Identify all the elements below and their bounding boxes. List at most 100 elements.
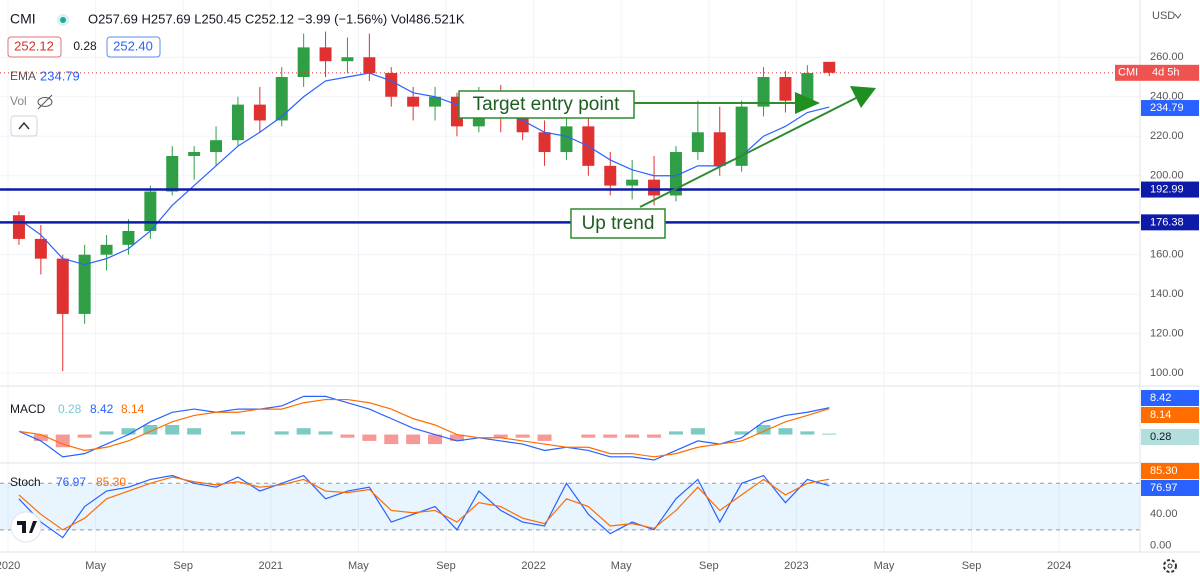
macd-axis-label: 8.42 [1150, 392, 1171, 404]
histogram-bar [230, 431, 245, 435]
histogram-bar [734, 431, 749, 435]
stoch-band [0, 483, 1140, 530]
y-tick-label: 140.00 [1150, 288, 1184, 300]
histogram-bar [165, 425, 180, 435]
histogram-bar [428, 434, 443, 445]
support-label-bg [1141, 214, 1199, 231]
candle-body [823, 61, 836, 73]
signal-axis-label: 8.14 [1150, 409, 1171, 421]
currency[interactable]: USD [1152, 10, 1175, 22]
candle-body [210, 140, 223, 153]
candle-body [341, 57, 354, 62]
candle-body [560, 126, 573, 153]
histogram-bar [822, 433, 837, 435]
bid-box[interactable] [7, 36, 62, 58]
histogram-bar [515, 434, 530, 438]
status-dot [60, 17, 66, 23]
countdown-symbol: CMI [1118, 67, 1138, 79]
bid: 252.12 [14, 38, 54, 53]
countdown-bg [1115, 64, 1199, 81]
annotation-box [570, 208, 666, 239]
logo[interactable] [10, 511, 42, 543]
candle-body [56, 258, 69, 314]
support-label: 192.99 [1150, 183, 1184, 195]
indicator-line [18, 476, 830, 531]
y-tick-label: 40.00 [1150, 508, 1178, 520]
x-tick-label: Sep [436, 560, 456, 572]
histogram-bar [647, 434, 662, 438]
histogram-bar [756, 425, 771, 435]
x-tick-label: May [874, 560, 895, 572]
y-tick-label: 240.00 [1150, 91, 1184, 103]
candle-body [363, 57, 376, 74]
chevron [18, 121, 30, 130]
histogram-bar [537, 434, 552, 441]
candle-body [253, 104, 266, 121]
macd-hist-value: 0.28 [58, 402, 82, 416]
stoch-k-value: 76.97 [56, 475, 86, 489]
uptrend-annotation: Up trend [570, 86, 876, 239]
histogram-bar [625, 434, 640, 438]
ask-box[interactable] [106, 36, 161, 58]
candle-body [604, 165, 617, 186]
plot [0, 31, 1140, 539]
hide-toggle[interactable] [37, 94, 53, 110]
indicator-line [18, 474, 830, 539]
stoch-d-axis-label-bg [1141, 463, 1199, 479]
stoch-d-value: 85.30 [96, 475, 126, 489]
signal-axis-label-bg [1141, 407, 1199, 423]
histogram-bar [55, 434, 70, 448]
macd-title: MACD [10, 402, 46, 416]
x-tick-label: Sep [962, 560, 982, 572]
ask: 252.40 [113, 38, 153, 53]
candle-body [78, 254, 91, 314]
gear-hub [1167, 563, 1173, 569]
candle-body [648, 179, 661, 196]
candle-body [297, 47, 310, 77]
spread: 0.28 [73, 39, 97, 53]
candle-body [669, 152, 682, 196]
candle-body [735, 106, 748, 166]
x-tick-label: 2023 [784, 560, 808, 572]
candle-body [122, 231, 135, 245]
histogram-bar [143, 425, 158, 435]
currency-chevron [1174, 13, 1182, 19]
candle-body [319, 47, 332, 62]
hist-axis-label: 0.28 [1150, 431, 1171, 443]
candle-body [12, 215, 25, 239]
macd-value: 8.42 [90, 402, 114, 416]
countdown: 4d 5h [1152, 67, 1180, 79]
candle-body [626, 179, 639, 186]
x-tick-label: 2024 [1047, 560, 1071, 572]
x-tick-label: 2020 [0, 560, 20, 572]
x-tick-label: Sep [173, 560, 193, 572]
support-label-bg [1141, 181, 1199, 198]
settings[interactable] [1163, 559, 1177, 573]
macd-axis-label-bg [1141, 390, 1199, 406]
annotation-text: Up trend [582, 213, 655, 234]
annotation-box [458, 90, 635, 119]
histogram-bar [362, 434, 377, 441]
candle-body [516, 116, 529, 133]
histogram-bar [668, 431, 683, 435]
candle-body [188, 152, 201, 156]
arrow-line [639, 96, 859, 208]
ema-axis-label: 234.79 [1150, 102, 1184, 114]
y-tick-label: 120.00 [1150, 328, 1184, 340]
x-tick-label: 2021 [259, 560, 283, 572]
candle-body [144, 191, 157, 231]
collapse-button[interactable] [10, 115, 38, 137]
candle-body [801, 73, 814, 101]
eye-strike [37, 94, 53, 110]
histogram-bar [318, 431, 333, 435]
candle-body [407, 96, 420, 107]
stoch-k-axis-label-bg [1141, 480, 1199, 496]
histogram-bar [296, 428, 311, 435]
x-tick-label: Sep [699, 560, 719, 572]
candle-body [275, 77, 288, 121]
histogram-bar [493, 434, 508, 438]
candle-body [538, 132, 551, 153]
histogram-bar [121, 428, 136, 435]
candle-body [231, 104, 244, 141]
histogram-bar [778, 428, 793, 435]
